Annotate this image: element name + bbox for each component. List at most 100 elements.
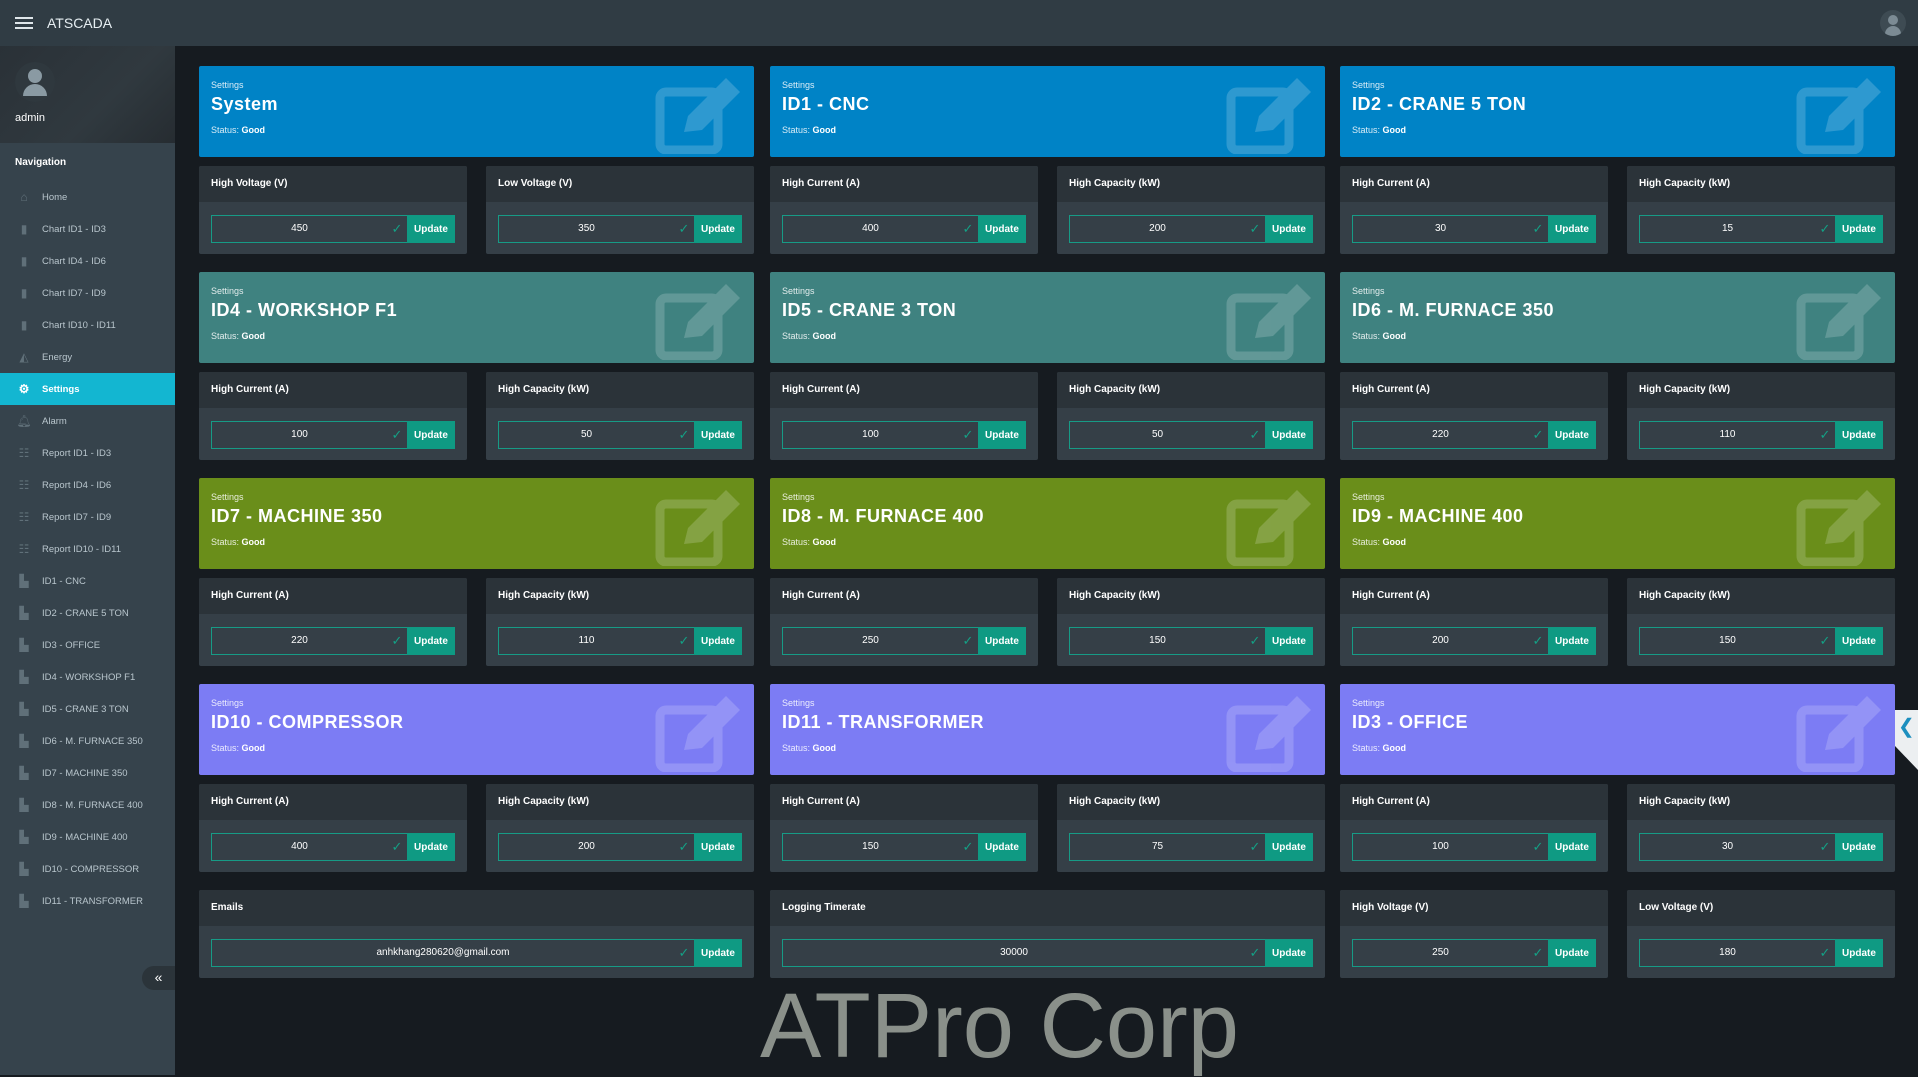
update-button[interactable]: Update bbox=[1548, 627, 1596, 655]
user-avatar-icon[interactable] bbox=[1880, 10, 1906, 36]
value-input[interactable]: 250 bbox=[1352, 939, 1528, 967]
value-input[interactable]: 100 bbox=[211, 421, 387, 449]
sidebar-item-id5-crane-3-ton[interactable]: ▙ ID5 - CRANE 3 TON bbox=[0, 693, 175, 725]
sidebar-item-home[interactable]: ⌂ Home bbox=[0, 181, 175, 213]
value-input[interactable]: 150 bbox=[782, 833, 958, 861]
value-input[interactable]: 220 bbox=[211, 627, 387, 655]
value-input[interactable]: 30000 bbox=[782, 939, 1245, 967]
value-input[interactable]: 150 bbox=[1639, 627, 1815, 655]
update-button[interactable]: Update bbox=[1548, 215, 1596, 243]
collapse-sidebar-button[interactable]: « bbox=[142, 966, 175, 990]
update-button[interactable]: Update bbox=[978, 421, 1026, 449]
update-button[interactable]: Update bbox=[1835, 215, 1883, 243]
value-input[interactable]: 200 bbox=[1352, 627, 1528, 655]
field-label: Low Voltage (V) bbox=[486, 166, 754, 202]
sidebar-item-id8-m-furnace-400[interactable]: ▙ ID8 - M. FURNACE 400 bbox=[0, 789, 175, 821]
update-button[interactable]: Update bbox=[1548, 939, 1596, 967]
value-input[interactable]: 250 bbox=[782, 627, 958, 655]
value-input[interactable]: 400 bbox=[782, 215, 958, 243]
sidebar-item-report-id7-id9[interactable]: ☷ Report ID7 - ID9 bbox=[0, 501, 175, 533]
settings-label: Settings bbox=[1352, 492, 1385, 502]
sidebar-item-report-id1-id3[interactable]: ☷ Report ID1 - ID3 bbox=[0, 437, 175, 469]
sidebar-item-settings[interactable]: ⚙ Settings bbox=[0, 373, 175, 405]
value-input[interactable]: 30 bbox=[1639, 833, 1815, 861]
setting-field-card: High Current (A) 220 ✓ Update bbox=[1340, 372, 1608, 460]
update-button[interactable]: Update bbox=[1265, 215, 1313, 243]
value-input[interactable]: 75 bbox=[1069, 833, 1245, 861]
sidebar-item-alarm[interactable]: 🔔︎ Alarm bbox=[0, 405, 175, 437]
edit-icon bbox=[655, 78, 740, 154]
sidebar-item-id2-crane-5-ton[interactable]: ▙ ID2 - CRANE 5 TON bbox=[0, 597, 175, 629]
sidebar-item-id10-compressor[interactable]: ▙ ID10 - COMPRESSOR bbox=[0, 853, 175, 885]
value-input[interactable]: 15 bbox=[1639, 215, 1815, 243]
field-label: High Current (A) bbox=[770, 372, 1038, 408]
value-input[interactable]: 450 bbox=[211, 215, 387, 243]
value-input[interactable]: 350 bbox=[498, 215, 674, 243]
status-value: Good bbox=[812, 743, 837, 753]
value-input[interactable]: 50 bbox=[1069, 421, 1245, 449]
sidebar-item-label: Report ID4 - ID6 bbox=[42, 479, 112, 491]
update-button[interactable]: Update bbox=[1548, 421, 1596, 449]
sidebar-item-label: Report ID1 - ID3 bbox=[42, 447, 112, 459]
value-input[interactable]: 110 bbox=[1639, 421, 1815, 449]
sidebar-item-energy[interactable]: ◭ Energy bbox=[0, 341, 175, 373]
value-input[interactable]: 150 bbox=[1069, 627, 1245, 655]
status-text: Status: Good bbox=[211, 537, 266, 547]
sidebar-item-chart-id10-id11[interactable]: ▮ Chart ID10 - ID11 bbox=[0, 309, 175, 341]
update-button[interactable]: Update bbox=[1835, 939, 1883, 967]
setting-field-card: High Current (A) 250 ✓ Update bbox=[770, 578, 1038, 666]
update-button[interactable]: Update bbox=[1265, 833, 1313, 861]
value-input[interactable]: 50 bbox=[498, 421, 674, 449]
update-button[interactable]: Update bbox=[978, 627, 1026, 655]
device-icon: ▙ bbox=[19, 798, 29, 812]
value-input[interactable]: 200 bbox=[1069, 215, 1245, 243]
side-panel-toggle[interactable]: ❮ bbox=[1895, 710, 1918, 770]
device-header-card: Settings ID10 - COMPRESSOR Status: Good bbox=[199, 684, 754, 775]
update-button[interactable]: Update bbox=[407, 627, 455, 655]
hamburger-menu-icon[interactable] bbox=[15, 14, 33, 32]
sidebar-item-chart-id1-id3[interactable]: ▮ Chart ID1 - ID3 bbox=[0, 213, 175, 245]
update-button[interactable]: Update bbox=[1265, 421, 1313, 449]
sidebar-item-id9-machine-400[interactable]: ▙ ID9 - MACHINE 400 bbox=[0, 821, 175, 853]
update-button[interactable]: Update bbox=[1265, 939, 1313, 967]
value-input[interactable]: 30 bbox=[1352, 215, 1528, 243]
update-button[interactable]: Update bbox=[1835, 833, 1883, 861]
value-input[interactable]: 200 bbox=[498, 833, 674, 861]
update-button[interactable]: Update bbox=[1835, 421, 1883, 449]
update-button[interactable]: Update bbox=[407, 833, 455, 861]
value-input[interactable]: 220 bbox=[1352, 421, 1528, 449]
update-button[interactable]: Update bbox=[407, 421, 455, 449]
sidebar-item-report-id10-id11[interactable]: ☷ Report ID10 - ID11 bbox=[0, 533, 175, 565]
update-button[interactable]: Update bbox=[978, 215, 1026, 243]
field-label: High Voltage (V) bbox=[1340, 890, 1608, 926]
sidebar-item-chart-id4-id6[interactable]: ▮ Chart ID4 - ID6 bbox=[0, 245, 175, 277]
value-input[interactable]: 400 bbox=[211, 833, 387, 861]
update-button[interactable]: Update bbox=[694, 215, 742, 243]
update-button[interactable]: Update bbox=[694, 833, 742, 861]
setting-field-card: High Capacity (kW) 50 ✓ Update bbox=[1057, 372, 1325, 460]
sidebar-item-id3-office[interactable]: ▙ ID3 - OFFICE bbox=[0, 629, 175, 661]
update-button[interactable]: Update bbox=[1265, 627, 1313, 655]
update-button[interactable]: Update bbox=[1548, 833, 1596, 861]
value-input[interactable]: 180 bbox=[1639, 939, 1815, 967]
update-button[interactable]: Update bbox=[694, 421, 742, 449]
settings-label: Settings bbox=[782, 698, 815, 708]
sidebar-item-id6-m-furnace-350[interactable]: ▙ ID6 - M. FURNACE 350 bbox=[0, 725, 175, 757]
value-input[interactable]: 100 bbox=[782, 421, 958, 449]
update-button[interactable]: Update bbox=[1835, 627, 1883, 655]
device-icon: ▙ bbox=[19, 638, 29, 652]
sidebar-item-id11-transformer[interactable]: ▙ ID11 - TRANSFORMER bbox=[0, 885, 175, 917]
value-input[interactable]: 100 bbox=[1352, 833, 1528, 861]
value-input[interactable]: 110 bbox=[498, 627, 674, 655]
sidebar-item-id1-cnc[interactable]: ▙ ID1 - CNC bbox=[0, 565, 175, 597]
value-input[interactable]: anhkhang280620@gmail.com bbox=[211, 939, 674, 967]
sidebar-item-report-id4-id6[interactable]: ☷ Report ID4 - ID6 bbox=[0, 469, 175, 501]
update-button[interactable]: Update bbox=[694, 939, 742, 967]
sidebar-item-id7-machine-350[interactable]: ▙ ID7 - MACHINE 350 bbox=[0, 757, 175, 789]
sidebar-item-id4-workshop-f1[interactable]: ▙ ID4 - WORKSHOP F1 bbox=[0, 661, 175, 693]
check-icon: ✓ bbox=[958, 421, 978, 449]
sidebar-item-chart-id7-id9[interactable]: ▮ Chart ID7 - ID9 bbox=[0, 277, 175, 309]
update-button[interactable]: Update bbox=[694, 627, 742, 655]
update-button[interactable]: Update bbox=[978, 833, 1026, 861]
update-button[interactable]: Update bbox=[407, 215, 455, 243]
